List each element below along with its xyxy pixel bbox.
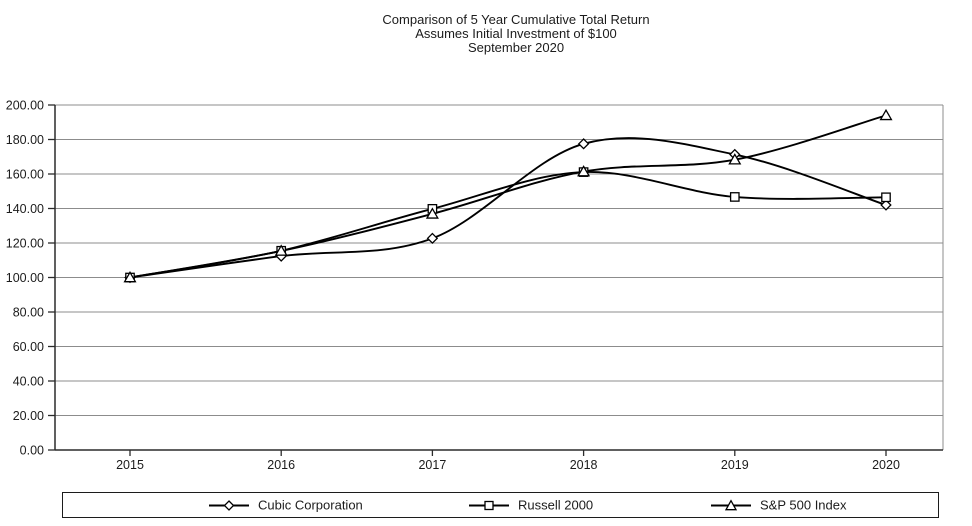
marker-diamond-cubic-corporation-2017 [426,232,439,245]
chart-title-line1: Comparison of 5 Year Cumulative Total Re… [382,12,650,27]
chart-title: Comparison of 5 Year Cumulative Total Re… [60,13,972,55]
y-tick-label: 100.00 [6,271,44,285]
y-tick-label: 140.00 [6,202,44,216]
y-tick-label: 20.00 [13,409,44,423]
marker-triangle-s-p-500-index-2020 [879,108,893,121]
marker-diamond-cubic-corporation-2020 [880,199,892,211]
x-tick-label: 2016 [267,458,295,472]
marker-square-russell-2000-2019 [729,192,740,202]
square-marker-glyph [484,500,494,510]
series-line-cubic-corporation [129,137,887,279]
legend-label: Cubic Corporation [258,497,363,513]
legend-item-russell-2000: Russell 2000 [466,498,593,513]
x-tick-label: 2015 [116,458,144,472]
legend-item-sp-500-index: S&P 500 Index [708,498,847,513]
y-tick-label: 200.00 [6,99,44,113]
legend-item-cubic-corporation: Cubic Corporation [206,498,363,513]
y-tick-label: 60.00 [13,340,44,354]
y-tick-label: 180.00 [6,133,44,147]
triangle-marker-glyph [724,499,738,510]
y-tick-label: 80.00 [13,306,44,320]
x-tick-label: 2018 [570,458,598,472]
diamond-marker-glyph [223,499,235,511]
marker-triangle-s-p-500-index-2015 [123,270,137,283]
y-tick-label: 120.00 [6,237,44,251]
legend-label: Russell 2000 [518,497,594,513]
legend-label: S&P 500 Index [760,497,847,513]
legend: Cubic Corporation Russell 2000 S&P 500 I… [62,492,939,518]
chart-title-line3: September 2020 [467,40,565,55]
series-line-s-p-500-index [129,114,887,279]
x-tick-label: 2019 [721,458,749,472]
marker-diamond-cubic-corporation-2018 [577,138,590,150]
triangle-marker-icon [711,499,751,510]
x-tick-label: 2020 [872,458,900,472]
y-tick-label: 40.00 [13,375,44,389]
y-tick-label: 160.00 [6,168,44,182]
marker-triangle-s-p-500-index-2019 [728,153,742,165]
diamond-marker-icon [209,499,249,511]
marker-triangle-s-p-500-index-2016 [274,244,288,256]
marker-triangle-s-p-500-index-2018 [577,165,591,177]
x-tick-label: 2017 [418,458,446,472]
marker-triangle-s-p-500-index-2017 [425,207,439,219]
chart-title-line2: Assumes Initial Investment of $100 [415,26,617,41]
square-marker-icon [469,500,509,510]
y-tick-label: 0.00 [20,444,44,458]
marker-square-russell-2000-2020 [881,192,891,203]
